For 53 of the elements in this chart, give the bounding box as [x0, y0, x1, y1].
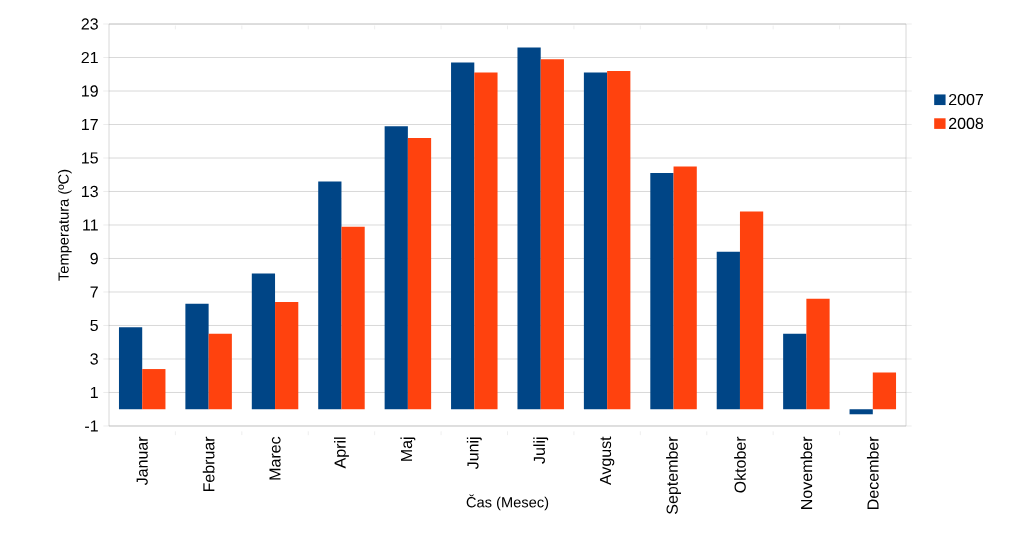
bar: [583, 72, 608, 410]
x-tick-label: Maj: [400, 437, 416, 461]
bar: [673, 166, 697, 410]
bar: [607, 70, 631, 410]
y-tick-label: 7: [90, 286, 98, 298]
x-tick-label: Marec: [269, 436, 281, 480]
bar: [650, 173, 674, 410]
bar: [540, 59, 564, 410]
x-tick-label: Julij: [533, 437, 549, 464]
y-tick-label: 5: [90, 319, 98, 332]
x-tick-label: Oktober: [734, 436, 746, 493]
bar: [849, 409, 873, 415]
bar: [474, 72, 498, 410]
bar: [517, 47, 541, 410]
legend-label: 2007: [949, 93, 984, 106]
bar: [341, 226, 365, 410]
y-tick-label: 23: [81, 18, 98, 30]
y-tick-label: 11: [83, 219, 98, 231]
bar: [275, 302, 299, 410]
x-axis-title: Čas (Mesec): [466, 494, 549, 511]
bar: [716, 251, 740, 410]
x-tick-label: December: [866, 436, 879, 509]
x-tick-label: April: [334, 437, 349, 469]
bar: [806, 298, 830, 410]
y-tick-label: 17: [82, 119, 98, 131]
x-tick-label: Junij: [466, 437, 482, 470]
bar: [142, 369, 166, 410]
bar: [185, 303, 209, 410]
y-tick-label: 21: [81, 51, 98, 64]
y-tick-label: 1: [90, 387, 98, 398]
bar: [407, 137, 432, 410]
y-tick-label: 13: [82, 185, 98, 198]
bar: [872, 372, 897, 410]
x-tick-label: Januar: [136, 436, 148, 486]
bar: [451, 62, 475, 410]
y-tick-label: 3: [90, 353, 98, 365]
legend-label: 2008: [949, 117, 984, 130]
x-tick-label: Februar: [202, 436, 215, 492]
y-tick-label: 19: [82, 85, 98, 97]
bar: [118, 327, 143, 410]
x-tick-label: Avgust: [599, 436, 615, 486]
y-tick-label: 15: [82, 152, 98, 164]
bar: [783, 333, 807, 410]
y-tick-label: -1: [85, 420, 98, 432]
bar: [208, 333, 232, 410]
x-tick-label: September: [666, 436, 682, 514]
y-tick-label: 9: [90, 252, 98, 265]
bar: [318, 181, 342, 410]
bar: [739, 211, 764, 410]
bar: [251, 273, 276, 410]
y-axis-title: Temperatura (ºC): [57, 169, 72, 281]
x-tick-label: November: [800, 436, 813, 509]
bar: [384, 126, 408, 410]
